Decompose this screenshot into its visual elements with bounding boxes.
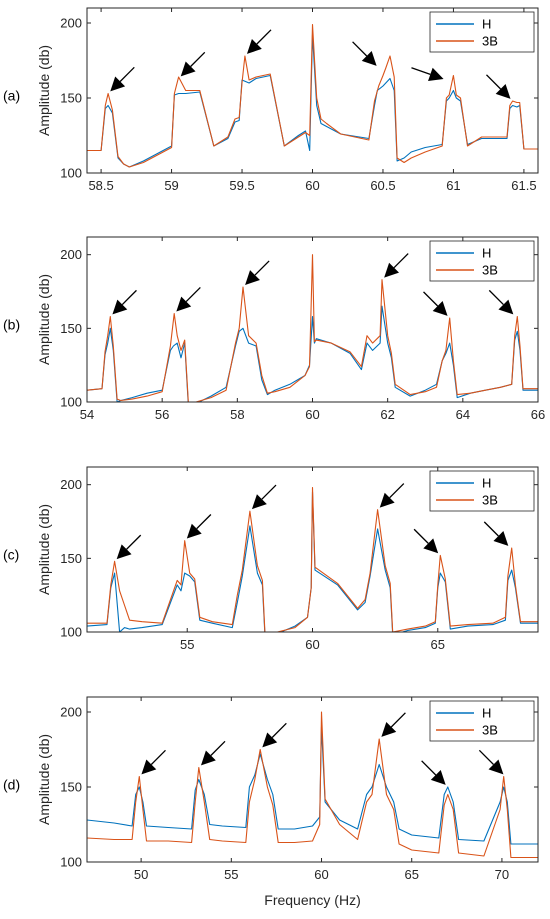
x-tick-label: 65 [404, 867, 418, 882]
x-tick-label: 64 [456, 407, 470, 422]
series-line-H [87, 305, 538, 402]
y-axis-label: Amplitude (db) [36, 45, 52, 136]
series-line-H [87, 34, 538, 168]
legend-box [429, 240, 535, 282]
x-tick-label: 55 [180, 637, 194, 652]
y-tick-label: 100 [60, 395, 82, 410]
legend: H 3B [429, 470, 535, 512]
panel-label: (d) [3, 777, 20, 793]
annotation-arrow [251, 484, 277, 510]
x-tick-label: 56 [155, 407, 169, 422]
annotation-arrow [176, 286, 201, 312]
annotation-arrow [352, 41, 377, 66]
panel-d: 50 55 60 65 70 100 150 200 Amplitude (db) (d) Freq… [3, 696, 539, 908]
x-tick-label: 60 [305, 178, 319, 193]
annotation-arrow [413, 528, 439, 554]
legend-box [429, 700, 535, 742]
x-tick-label: 61 [446, 178, 460, 193]
annotation-arrow [141, 749, 166, 775]
x-tick-label: 60 [314, 867, 328, 882]
legend-entry-3B: 3B [482, 493, 498, 508]
annotation-arrow [423, 291, 448, 316]
y-tick-label: 200 [60, 477, 82, 492]
annotation-arrow [110, 66, 135, 92]
panel-label: (b) [3, 317, 20, 333]
annotation-arrow [421, 760, 446, 785]
x-axis-label: Frequency (Hz) [264, 892, 360, 908]
series-line-3B [87, 254, 538, 402]
legend-entry-H: H [482, 246, 491, 261]
annotation-arrow [486, 74, 511, 99]
legend: H 3B [429, 700, 535, 742]
legend-entry-3B: 3B [482, 34, 498, 49]
x-tick-label: 59 [164, 178, 178, 193]
annotation-arrow [180, 51, 206, 77]
x-tick-label: 65 [431, 637, 445, 652]
y-tick-label: 100 [60, 166, 82, 181]
annotation-arrow [478, 749, 504, 775]
legend: H 3B [429, 240, 535, 282]
panel-label: (a) [3, 88, 20, 104]
series-line-3B [87, 711, 538, 859]
panel-c: 55 60 65 100 150 200 Amplitude (db) (c) H 3B [3, 466, 539, 652]
series-line-3B [87, 23, 538, 168]
legend: H 3B [429, 11, 535, 53]
panel-a: 58.5 59 59.5 60 60.5 61 61.5 100 150 200 Amplitude… [3, 7, 539, 193]
y-tick-label: 100 [60, 625, 82, 640]
y-axis-label: Amplitude (db) [36, 734, 52, 825]
axes-box [86, 696, 539, 863]
y-axis-label: Amplitude (db) [36, 274, 52, 365]
legend-box [429, 11, 535, 53]
y-tick-label: 150 [60, 321, 82, 336]
x-tick-label: 60 [305, 407, 319, 422]
legend-entry-H: H [482, 17, 491, 32]
panel-b: 54 56 58 60 62 64 66 100 150 200 Amplitude (db) (b)… [3, 236, 545, 422]
annotation-arrow [384, 253, 409, 278]
annotation-arrow [246, 29, 272, 54]
legend-entry-H: H [482, 476, 491, 491]
y-tick-label: 150 [60, 780, 82, 795]
y-tick-label: 100 [60, 855, 82, 870]
y-tick-label: 200 [60, 16, 82, 31]
x-tick-label: 60 [305, 637, 319, 652]
x-tick-label: 58.5 [88, 178, 113, 193]
x-tick-label: 61.5 [511, 178, 536, 193]
annotation-arrow [112, 289, 137, 315]
series-line-H [87, 726, 538, 845]
y-tick-label: 150 [60, 551, 82, 566]
annotation-arrow [186, 514, 212, 539]
legend-entry-H: H [482, 706, 491, 721]
x-tick-label: 55 [224, 867, 238, 882]
annotation-arrow [379, 483, 405, 508]
y-tick-label: 150 [60, 91, 82, 106]
annotation-arrow [116, 534, 142, 560]
annotation-arrow [488, 289, 514, 315]
y-tick-label: 200 [60, 247, 82, 262]
annotation-arrow [262, 722, 287, 748]
x-tick-label: 66 [531, 407, 545, 422]
x-tick-label: 70 [495, 867, 509, 882]
annotation-arrow [245, 260, 270, 285]
legend-box [429, 470, 535, 512]
x-tick-label: 50 [134, 867, 148, 882]
annotation-arrow [381, 712, 406, 737]
y-tick-label: 200 [60, 705, 82, 720]
x-tick-label: 58 [230, 407, 244, 422]
x-tick-label: 60.5 [370, 178, 395, 193]
legend-entry-3B: 3B [482, 263, 498, 278]
series-line-3B [87, 487, 538, 632]
x-tick-label: 59.5 [229, 178, 254, 193]
y-axis-label: Amplitude (db) [36, 504, 52, 595]
legend-entry-3B: 3B [482, 723, 498, 738]
annotation-arrow [200, 740, 226, 766]
annotation-arrow [411, 67, 444, 81]
panel-label: (c) [3, 547, 19, 563]
x-tick-label: 62 [380, 407, 394, 422]
x-tick-label: 54 [80, 407, 94, 422]
annotation-arrow [483, 521, 509, 546]
